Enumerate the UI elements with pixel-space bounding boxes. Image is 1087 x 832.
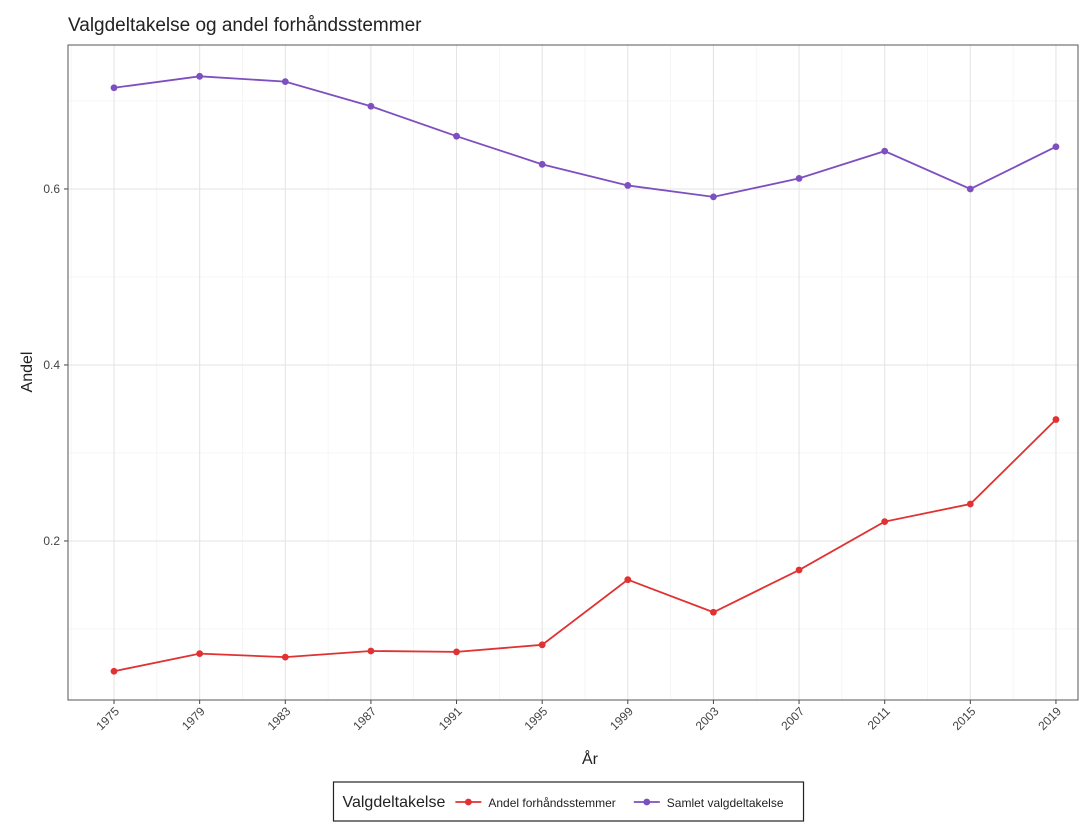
- x-tick-label: 2003: [693, 704, 722, 733]
- data-point: [453, 132, 460, 140]
- data-point: [795, 566, 803, 574]
- data-point: [881, 518, 889, 526]
- y-tick-label: 0.6: [43, 182, 60, 196]
- data-point: [453, 648, 460, 656]
- x-tick-label: 1975: [93, 704, 122, 733]
- data-point: [281, 653, 289, 661]
- legend-box: [332, 781, 805, 822]
- data-point: [110, 667, 118, 675]
- chart-title: Valgdeltakelse og andel forhåndsstemmer: [68, 15, 422, 36]
- x-tick-label: 1979: [179, 704, 208, 733]
- data-point: [710, 608, 717, 616]
- x-tick-label: 2011: [865, 704, 893, 732]
- data-point: [1052, 143, 1060, 151]
- grid: [68, 45, 1078, 700]
- data-point: [881, 147, 889, 155]
- legend-marker: [464, 798, 472, 806]
- data-point: [966, 185, 974, 193]
- data-point: [710, 193, 717, 201]
- data-point: [367, 102, 375, 110]
- x-axis-title: År: [582, 749, 599, 768]
- x-tick-label: 1991: [436, 704, 465, 733]
- data-point: [795, 175, 803, 182]
- x-tick-label: 2019: [1035, 704, 1064, 733]
- legend-label: Samlet valgdeltakelse: [667, 796, 784, 810]
- data-point: [110, 84, 118, 92]
- plot-border: [67, 44, 1079, 701]
- legend-title: Valgdeltakelse: [342, 794, 445, 811]
- x-tick-label: 2015: [950, 704, 979, 733]
- x-tick-label: 2007: [778, 704, 807, 733]
- series-line: [113, 75, 1057, 198]
- x-tick-label: 1999: [607, 704, 636, 733]
- legend-label: Andel forhåndsstemmer: [488, 796, 615, 810]
- data-point: [196, 650, 204, 658]
- data-point: [367, 647, 375, 655]
- y-tick-label: 0.2: [43, 534, 60, 548]
- x-tick-label: 1983: [265, 704, 294, 733]
- data-point: [624, 576, 632, 584]
- data-point: [538, 641, 546, 649]
- y-tick-label: 0.4: [43, 358, 60, 372]
- legend-marker: [643, 798, 651, 806]
- x-tick-label: 1995: [522, 704, 551, 733]
- data-point: [281, 78, 289, 86]
- data-point: [966, 500, 974, 508]
- series-line: [113, 418, 1057, 673]
- y-axis-title: Andel: [19, 352, 36, 393]
- x-tick-label: 1987: [350, 704, 379, 733]
- data-point: [1052, 416, 1060, 423]
- legend: Valgdeltakelse Andel forhåndsstemmer Samle…: [332, 781, 805, 822]
- data-point: [624, 182, 632, 189]
- data-point: [196, 72, 204, 80]
- data-point: [538, 160, 546, 168]
